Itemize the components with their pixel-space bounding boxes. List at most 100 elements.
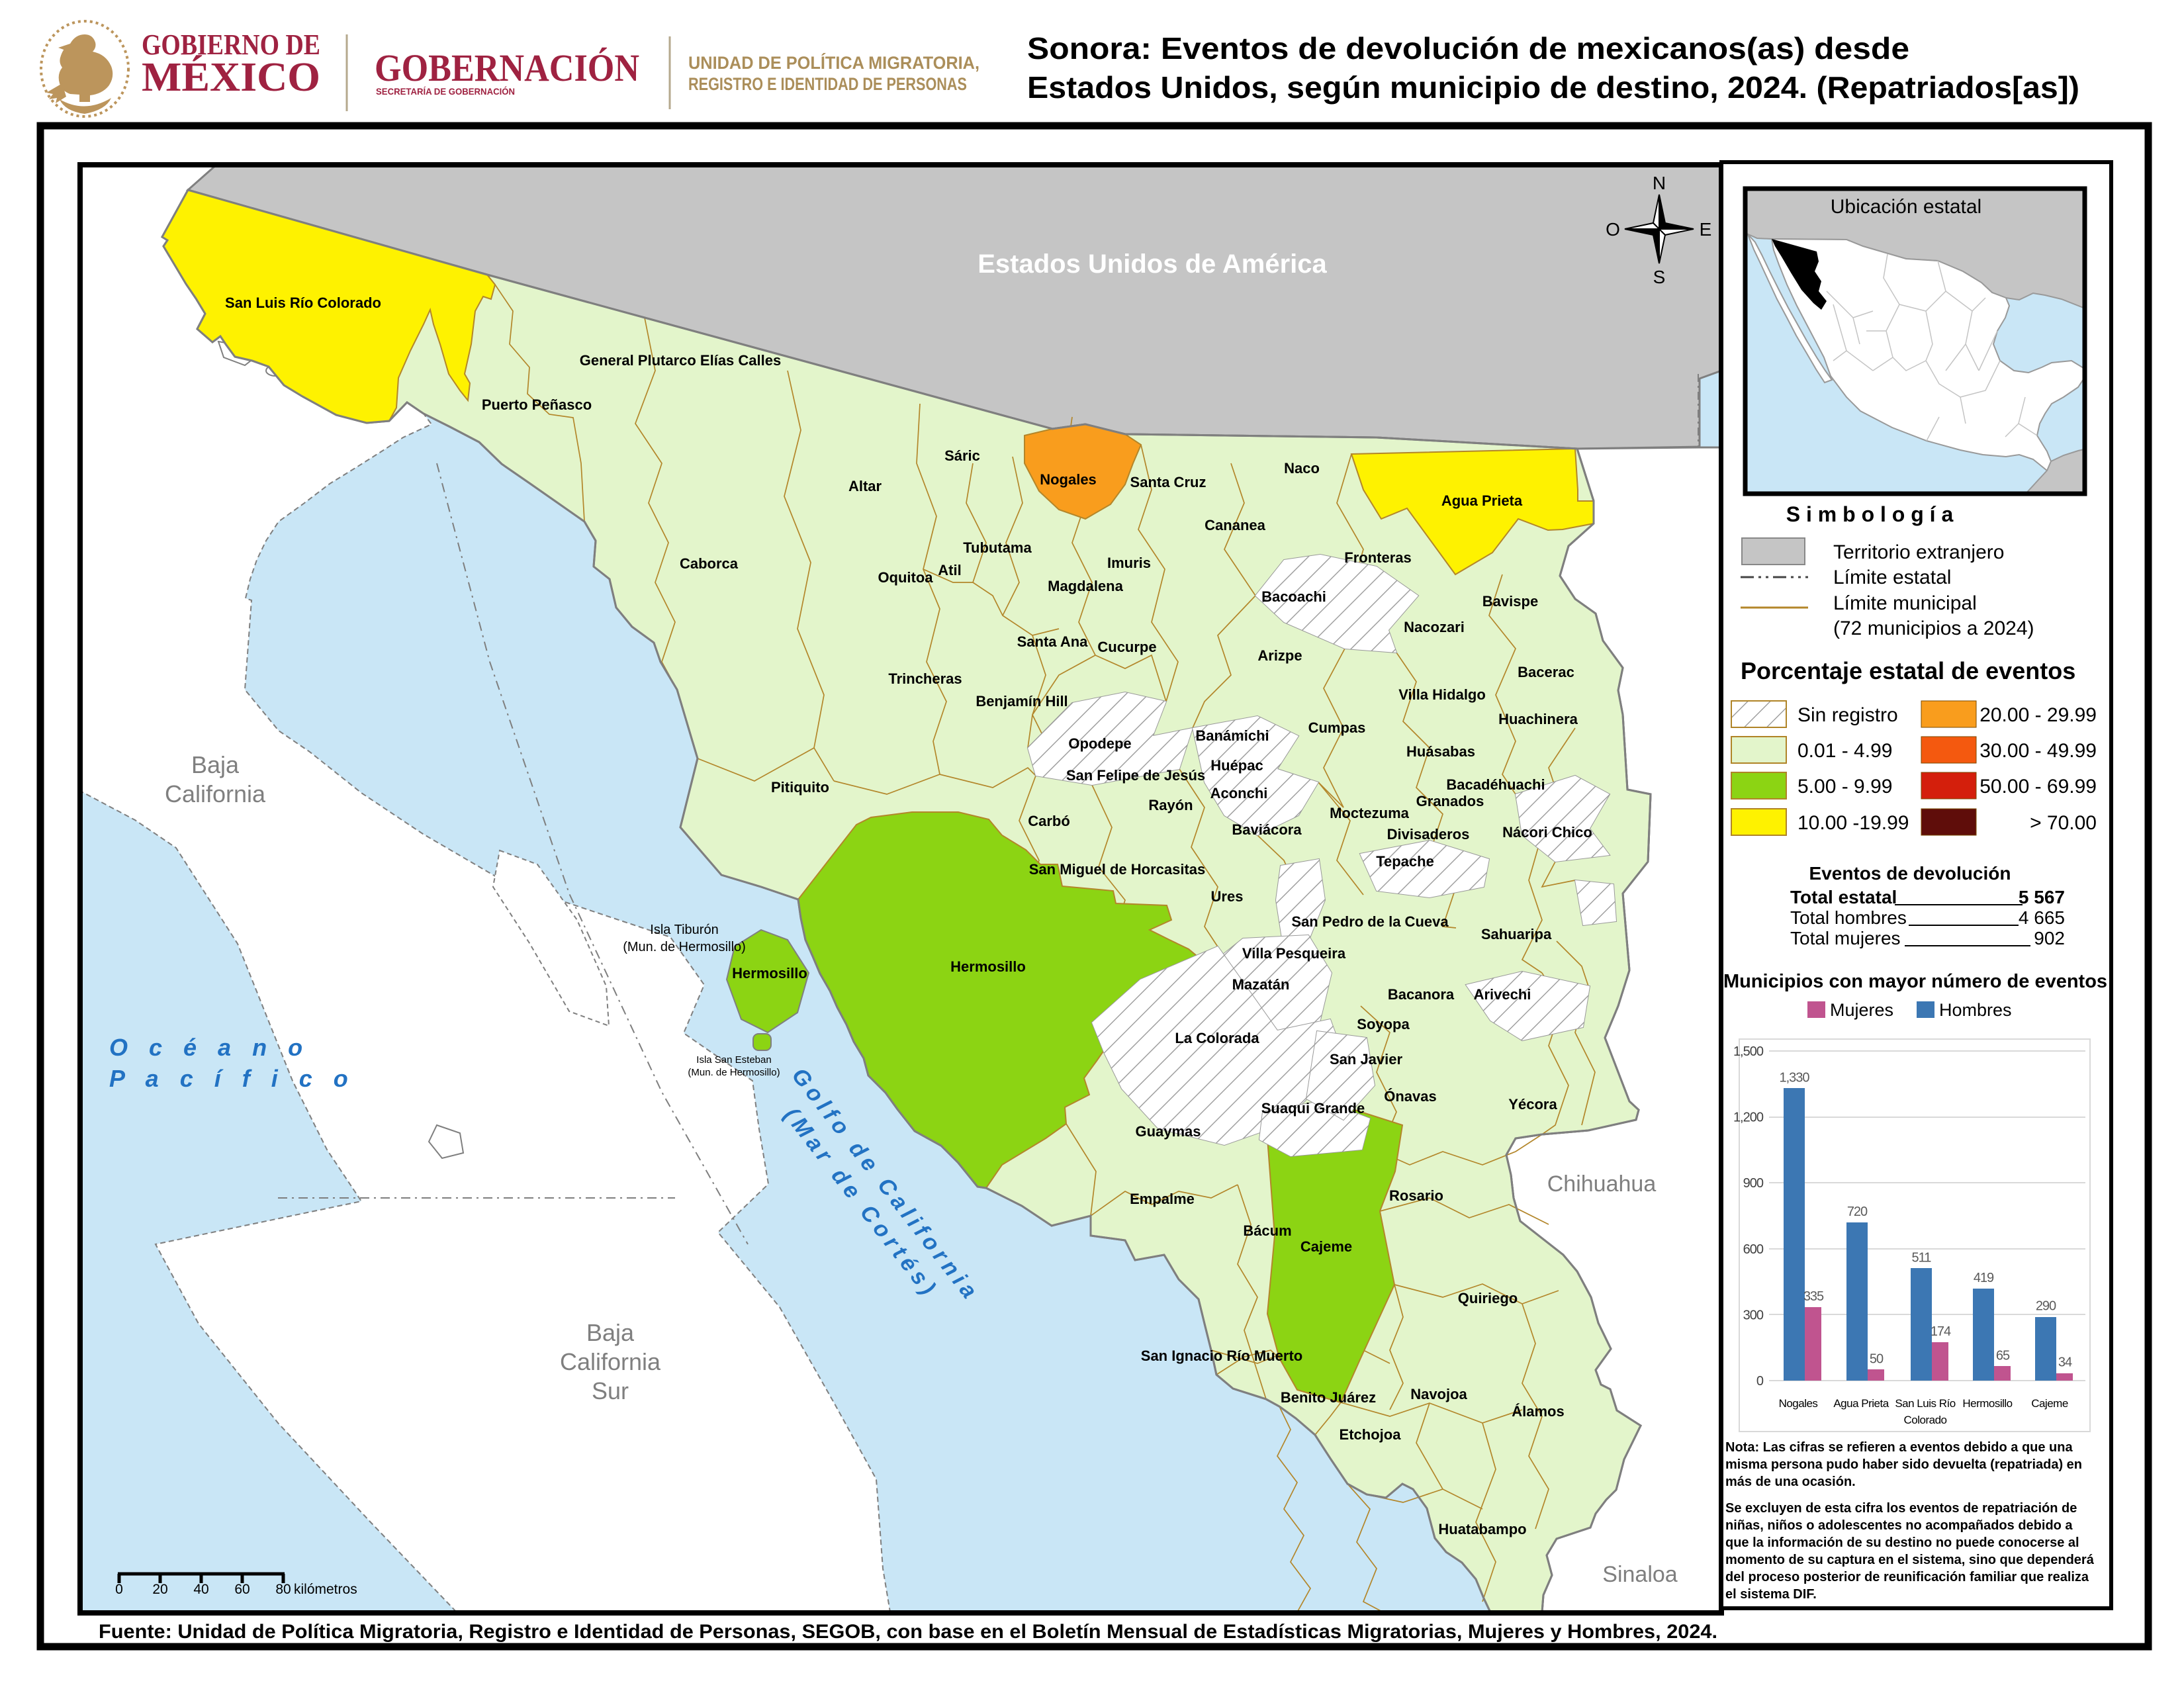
svg-text:Trincheras: Trincheras <box>888 670 962 687</box>
svg-text:Oquitoa: Oquitoa <box>878 569 933 586</box>
svg-text:300: 300 <box>1743 1308 1764 1322</box>
svg-text:Total hombres: Total hombres <box>1790 907 1907 928</box>
svg-text:900: 900 <box>1743 1176 1764 1191</box>
svg-text:Cajeme: Cajeme <box>2031 1397 2068 1410</box>
svg-text:Arivechi: Arivechi <box>1474 986 1531 1003</box>
svg-text:Huépac: Huépac <box>1210 757 1263 774</box>
svg-text:Agua Prieta: Agua Prieta <box>1441 492 1523 509</box>
svg-text:Rayón: Rayón <box>1148 797 1193 813</box>
svg-text:Soyopa: Soyopa <box>1357 1016 1410 1032</box>
svg-text:Ónavas: Ónavas <box>1384 1088 1437 1105</box>
svg-text:San Miguel de Horcasitas: San Miguel de Horcasitas <box>1029 861 1206 878</box>
svg-text:Chihuahua: Chihuahua <box>1547 1171 1657 1197</box>
svg-text:Huatabampo: Huatabampo <box>1438 1521 1526 1537</box>
svg-text:Nota: Las cifras se refieren a: Nota: Las cifras se refieren a eventos d… <box>1725 1440 2073 1455</box>
svg-text:(Mun. de Hermosillo): (Mun. de Hermosillo) <box>688 1067 780 1078</box>
svg-text:4 665: 4 665 <box>2019 907 2065 928</box>
svg-text:San Ignacio Río Muerto: San Ignacio Río Muerto <box>1141 1348 1302 1364</box>
svg-text:Granados: Granados <box>1416 793 1484 809</box>
svg-text:Moctezuma: Moctezuma <box>1330 805 1410 821</box>
svg-text:Cajeme: Cajeme <box>1300 1238 1352 1255</box>
svg-text:Baviácora: Baviácora <box>1232 821 1302 838</box>
svg-text:Fuente: Unidad de Política Mig: Fuente: Unidad de Política Migratoria, R… <box>99 1621 1717 1643</box>
svg-text:Bacadéhuachi: Bacadéhuachi <box>1446 776 1545 793</box>
svg-text:del proceso posterior de reuni: del proceso posterior de reunificación f… <box>1725 1570 2089 1584</box>
svg-text:Pitiquito: Pitiquito <box>771 779 829 796</box>
svg-text:Sonora: Eventos de devolución: Sonora: Eventos de devolución de mexican… <box>1027 31 1909 66</box>
svg-text:Imuris: Imuris <box>1107 555 1151 571</box>
svg-text:P a c í f i c o: P a c í f i c o <box>109 1065 355 1092</box>
svg-text:Navojoa: Navojoa <box>1410 1386 1467 1402</box>
svg-text:misma persona pudo haber sido: misma persona pudo haber sido devuelta (… <box>1725 1457 2082 1472</box>
svg-text:Nogales: Nogales <box>1040 471 1097 488</box>
svg-text:Rosario: Rosario <box>1389 1187 1443 1204</box>
svg-text:902: 902 <box>2034 928 2065 948</box>
svg-text:40: 40 <box>193 1582 208 1597</box>
svg-text:600: 600 <box>1743 1242 1764 1257</box>
svg-text:Divisaderos: Divisaderos <box>1387 826 1470 843</box>
svg-text:5 567: 5 567 <box>2019 887 2065 907</box>
svg-text:Sinaloa: Sinaloa <box>1602 1562 1678 1587</box>
svg-text:Sin registro: Sin registro <box>1797 704 1898 726</box>
svg-text:Etchojoa: Etchojoa <box>1340 1426 1402 1443</box>
svg-text:Bacanora: Bacanora <box>1388 986 1455 1003</box>
svg-text:Opodepe: Opodepe <box>1068 735 1131 752</box>
svg-text:San Javier: San Javier <box>1330 1051 1403 1068</box>
svg-text:Magdalena: Magdalena <box>1048 578 1123 594</box>
svg-text:0.01 - 4.99: 0.01 - 4.99 <box>1797 740 1892 762</box>
svg-text:Nacozari: Nacozari <box>1404 619 1465 635</box>
svg-text:1,330: 1,330 <box>1779 1070 1809 1085</box>
svg-text:Bavispe: Bavispe <box>1482 593 1538 610</box>
svg-text:Yécora: Yécora <box>1508 1096 1557 1113</box>
svg-text:Mazatán: Mazatán <box>1232 976 1290 993</box>
svg-text:Se excluyen de esta cifra los: Se excluyen de esta cifra los eventos de… <box>1725 1501 2077 1516</box>
svg-text:Santa Cruz: Santa Cruz <box>1130 474 1206 490</box>
svg-text:Naco: Naco <box>1284 460 1320 477</box>
svg-text:335: 335 <box>1803 1289 1824 1304</box>
svg-text:419: 419 <box>1974 1271 1994 1285</box>
svg-text:65: 65 <box>1996 1348 2010 1363</box>
svg-text:Fronteras: Fronteras <box>1344 549 1411 566</box>
svg-text:La Colorada: La Colorada <box>1175 1030 1259 1046</box>
svg-text:San Felipe de Jesús: San Felipe de Jesús <box>1066 767 1205 784</box>
svg-text:Estados Unidos de América: Estados Unidos de América <box>978 250 1327 279</box>
svg-text:10.00 -19.99: 10.00 -19.99 <box>1797 812 1909 834</box>
svg-text:0: 0 <box>115 1582 123 1597</box>
svg-text:Baja: Baja <box>586 1319 635 1346</box>
svg-text:General Plutarco Elías Calles: General Plutarco Elías Calles <box>580 352 781 369</box>
svg-text:30.00 - 49.99: 30.00 - 49.99 <box>1979 740 2097 762</box>
svg-text:GOBERNACIÓN: GOBERNACIÓN <box>375 46 639 89</box>
svg-text:Suaqui Grande: Suaqui Grande <box>1261 1100 1365 1117</box>
svg-text:Agua Prieta: Agua Prieta <box>1833 1397 1889 1410</box>
svg-text:Bacoachi: Bacoachi <box>1261 588 1326 605</box>
svg-text:Sáric: Sáric <box>944 447 980 464</box>
svg-text:0: 0 <box>1756 1374 1764 1389</box>
svg-text:Villa Pesqueira: Villa Pesqueira <box>1242 945 1346 962</box>
svg-text:Cucurpe: Cucurpe <box>1097 639 1156 655</box>
svg-text:S: S <box>1653 267 1666 287</box>
svg-text:Carbó: Carbó <box>1028 813 1070 829</box>
svg-text:Benjamín Hill: Benjamín Hill <box>976 693 1068 709</box>
svg-text:O c é a n o: O c é a n o <box>109 1034 310 1061</box>
svg-text:20.00 - 29.99: 20.00 - 29.99 <box>1979 704 2097 726</box>
svg-text:Ubicación estatal: Ubicación estatal <box>1831 196 1981 218</box>
svg-text:Quiriego: Quiriego <box>1458 1290 1518 1306</box>
svg-text:Huásabas: Huásabas <box>1406 743 1475 760</box>
svg-text:(72 municipios a 2024): (72 municipios a 2024) <box>1833 617 2034 639</box>
svg-text:kilómetros: kilómetros <box>294 1582 357 1597</box>
svg-text:UNIDAD DE POLÍTICA MIGRATORIA,: UNIDAD DE POLÍTICA MIGRATORIA, <box>688 52 979 73</box>
svg-text:San Luis Río Colorado: San Luis Río Colorado <box>225 295 381 311</box>
svg-text:Municipios con mayor número de: Municipios con mayor número de eventos <box>1723 971 2107 992</box>
svg-text:Ures: Ures <box>1211 888 1244 905</box>
svg-text:Huachinera: Huachinera <box>1498 711 1578 727</box>
svg-text:1,500: 1,500 <box>1733 1044 1764 1059</box>
svg-text:E: E <box>1700 219 1712 240</box>
svg-text:> 70.00: > 70.00 <box>2030 812 2097 834</box>
svg-text:Límite municipal: Límite municipal <box>1833 592 1977 614</box>
svg-text:720: 720 <box>1847 1205 1868 1219</box>
svg-text:80: 80 <box>275 1582 291 1597</box>
svg-text:Hermosillo: Hermosillo <box>950 958 1026 975</box>
svg-text:California: California <box>165 780 266 807</box>
svg-text:REGISTRO E IDENTIDAD DE PERSON: REGISTRO E IDENTIDAD DE PERSONAS <box>688 74 967 94</box>
svg-text:Cananea: Cananea <box>1205 517 1265 533</box>
